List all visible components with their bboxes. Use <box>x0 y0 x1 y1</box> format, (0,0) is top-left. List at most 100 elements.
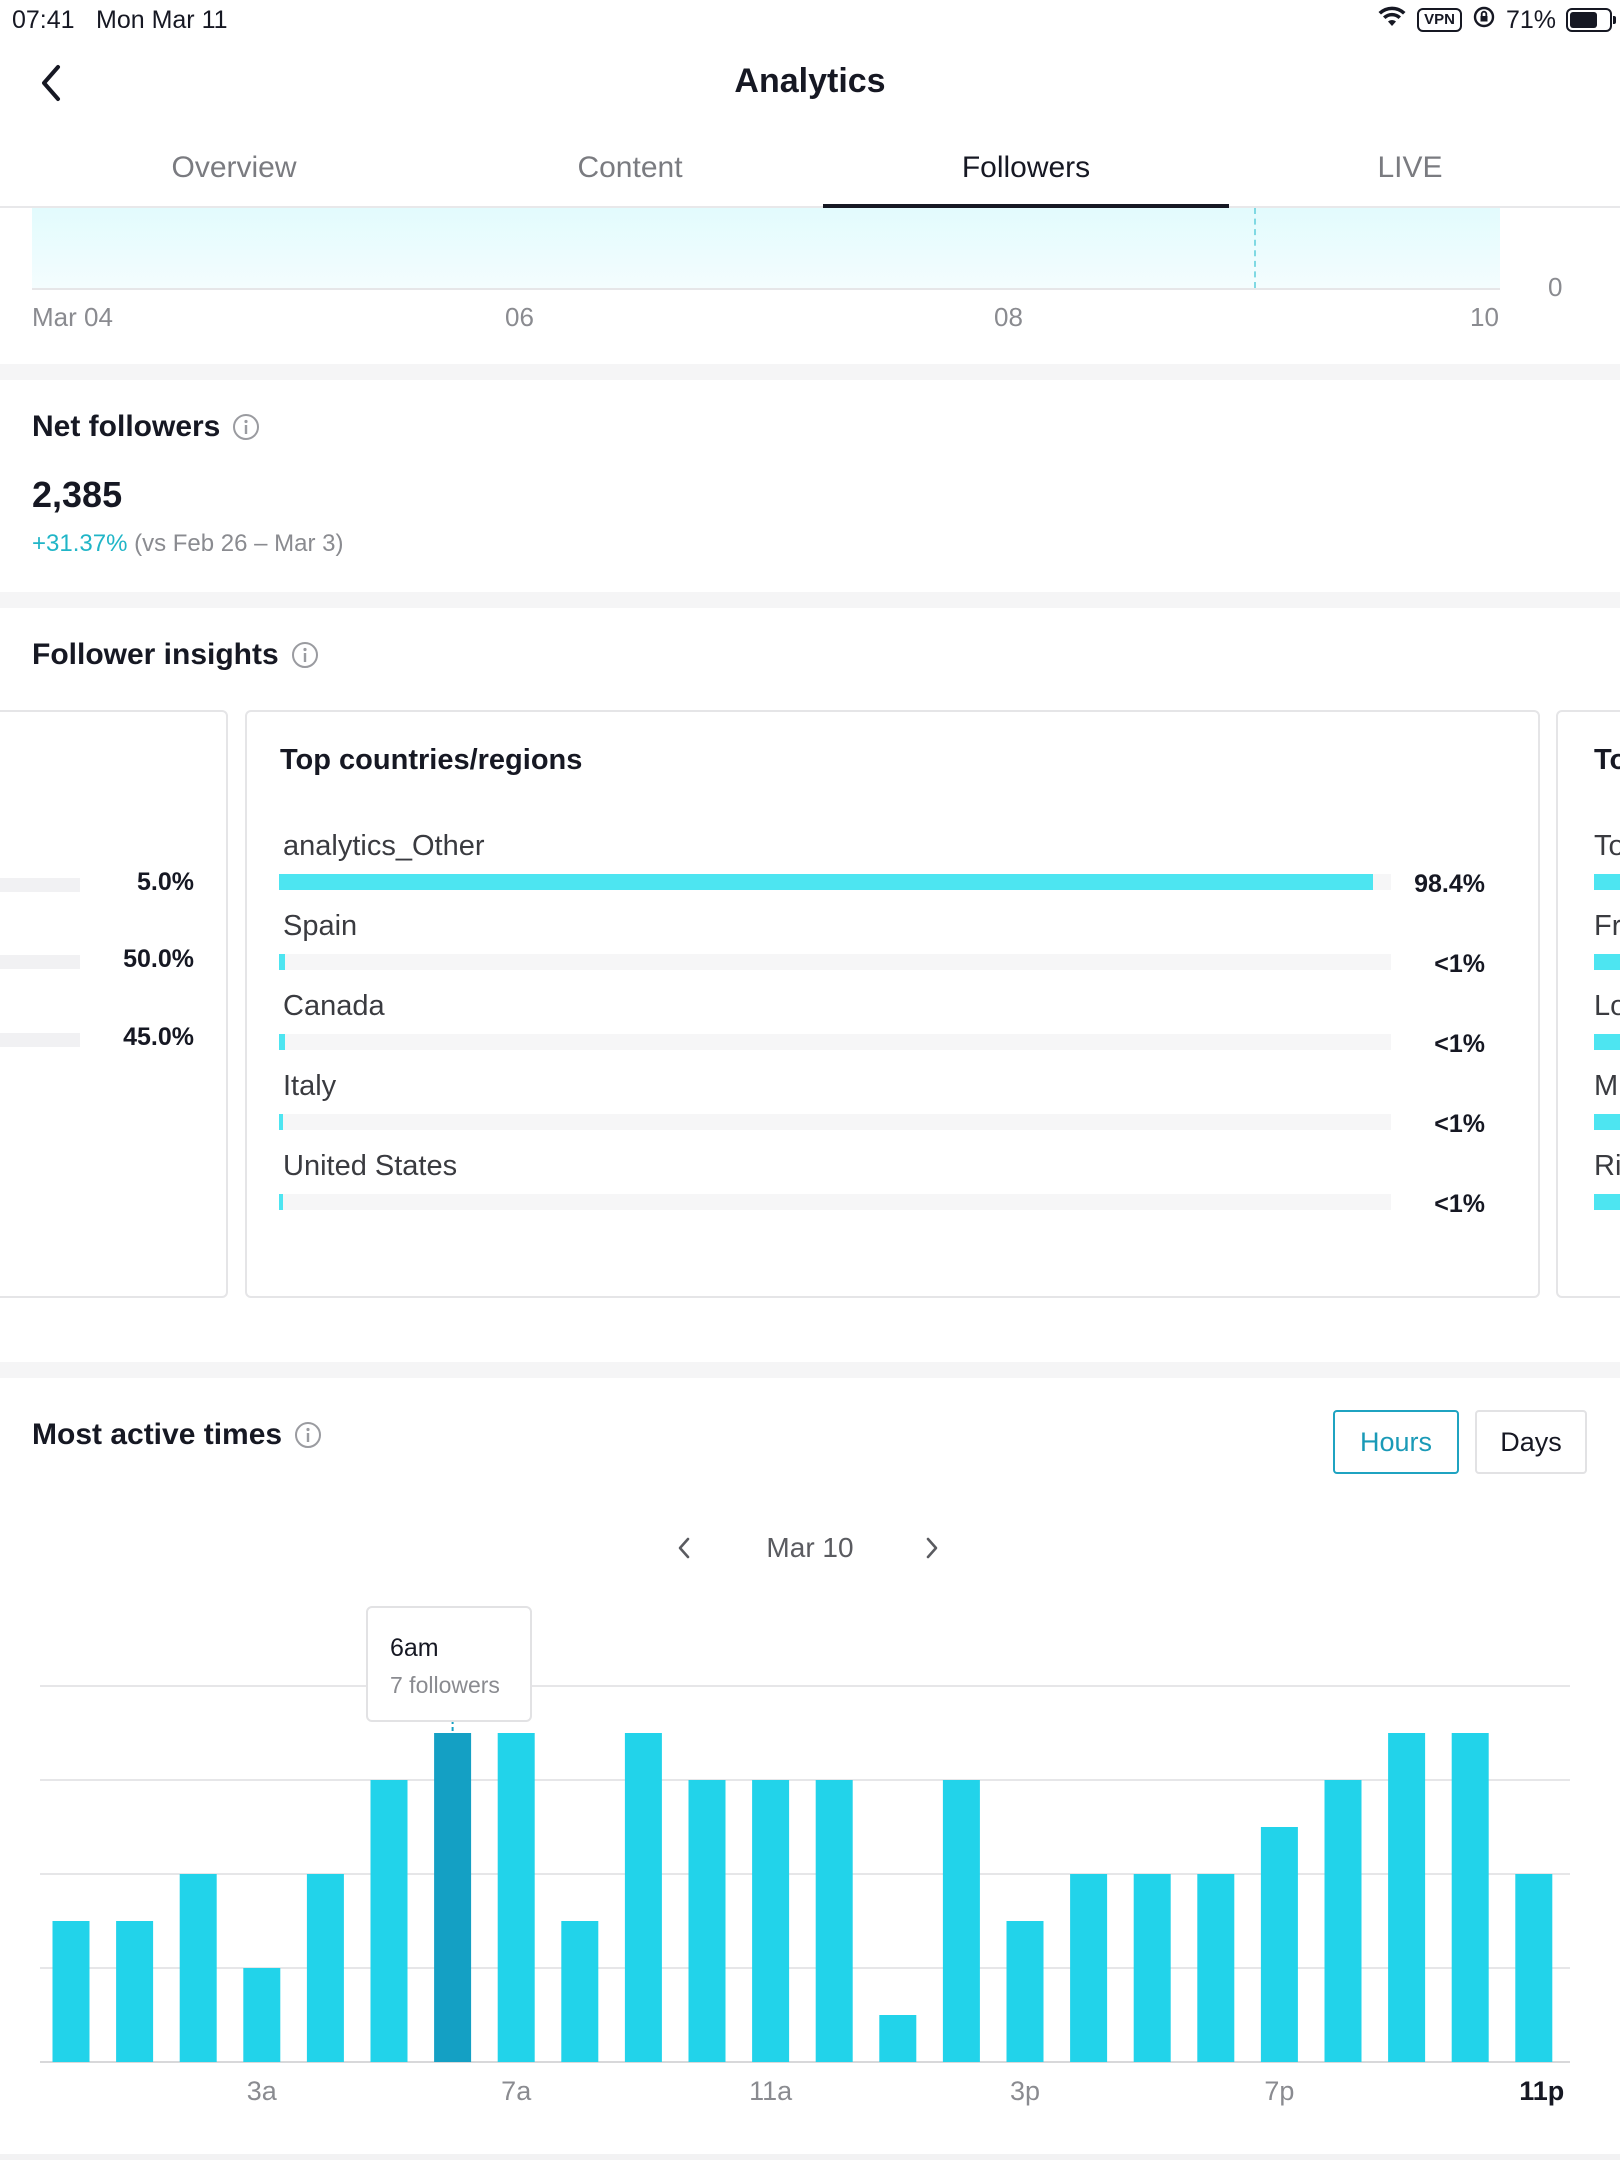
bar-8p[interactable] <box>1324 1780 1362 2062</box>
country-name: Italy <box>283 1070 337 1102</box>
row-bar <box>1594 1194 1620 1210</box>
country-row: United States <1% <box>279 1150 1509 1230</box>
section-divider <box>0 364 1620 380</box>
list-item: To <box>1594 830 1620 910</box>
chevron-left-icon <box>676 1536 692 1565</box>
list-item: Ri <box>1594 1150 1620 1230</box>
change-percent: +31.37% <box>32 530 128 557</box>
bar-2a[interactable] <box>179 1874 217 2062</box>
bar-track <box>0 1033 80 1047</box>
bar-track <box>0 878 80 892</box>
info-icon[interactable] <box>232 413 260 441</box>
bar-7a[interactable] <box>497 1733 535 2062</box>
wifi-icon <box>1377 5 1407 36</box>
back-button[interactable] <box>26 60 76 110</box>
country-share-bar <box>279 1114 283 1130</box>
bar-6p[interactable] <box>1197 1874 1235 2062</box>
list-item: Lo <box>1594 990 1620 1070</box>
bar-7p[interactable] <box>1260 1827 1298 2062</box>
country-share-bar <box>279 1194 283 1210</box>
country-row: Spain <1% <box>279 910 1509 990</box>
country-percent: 98.4% <box>1414 870 1485 898</box>
tooltip-subtitle: 7 followers <box>390 1672 500 1698</box>
bar-4p[interactable] <box>1070 1874 1108 2062</box>
days-toggle-button[interactable]: Days <box>1475 1410 1587 1474</box>
net-followers-value: 2,385 <box>32 474 123 515</box>
country-share-bar <box>279 954 285 970</box>
selected-date: Mar 10 <box>766 1532 854 1563</box>
country-percent: <1% <box>1434 1030 1485 1058</box>
chart-baseline <box>32 288 1500 290</box>
follower-insights-title: Follower insights <box>32 638 279 671</box>
country-row: Italy <1% <box>279 1070 1509 1150</box>
bar-3p[interactable] <box>1006 1921 1044 2062</box>
tab-followers[interactable]: Followers <box>961 151 1091 184</box>
bar-9a[interactable] <box>624 1733 662 2062</box>
list-item: M <box>1594 1070 1620 1150</box>
bar-3a[interactable] <box>243 1968 281 2062</box>
active-tab-indicator <box>823 204 1229 208</box>
row-label: Ri <box>1594 1150 1620 1182</box>
bar-12a[interactable] <box>52 1921 90 2062</box>
bar-track <box>279 954 1391 970</box>
most-active-times-title: Most active times <box>32 1418 283 1451</box>
bar-6a[interactable] <box>434 1733 472 2062</box>
info-icon[interactable] <box>294 1421 322 1449</box>
chart-area-fill <box>32 208 1500 288</box>
net-followers-title: Net followers <box>32 410 221 443</box>
top-countries-card[interactable]: Top countries/regions analytics_Other 98.… <box>245 710 1540 1298</box>
bar-5p[interactable] <box>1133 1874 1171 2062</box>
bar-track <box>279 1194 1391 1210</box>
country-name: analytics_Other <box>283 830 485 862</box>
bar-2p[interactable] <box>942 1780 980 2062</box>
chart-tooltip: 6am 7 followers <box>366 1606 532 1722</box>
next-day-button[interactable] <box>914 1532 950 1568</box>
x-tick-label: 7p <box>1264 2076 1294 2106</box>
card-title: To <box>1594 744 1620 776</box>
x-tick-label: 3p <box>1010 2076 1040 2106</box>
battery-percent: 71% <box>1505 5 1556 34</box>
insights-card-partial-left[interactable]: 5.0% 50.0% 45.0% <box>0 710 228 1298</box>
bar-1p[interactable] <box>879 2015 917 2062</box>
previous-day-button[interactable] <box>666 1532 702 1568</box>
most-active-times-heading: Most active times <box>32 1418 322 1452</box>
tab-live[interactable]: LIVE <box>1377 151 1443 184</box>
x-tick-label: 11p <box>1519 2076 1564 2106</box>
bar-8a[interactable] <box>561 1921 599 2062</box>
hours-toggle-button[interactable]: Hours <box>1333 1410 1459 1474</box>
tab-overview[interactable]: Overview <box>171 151 297 184</box>
bar-4a[interactable] <box>306 1874 344 2062</box>
header: Analytics <box>0 42 1620 128</box>
country-percent: <1% <box>1434 950 1485 978</box>
bar-9p[interactable] <box>1388 1733 1426 2062</box>
row-bar <box>1594 1034 1620 1050</box>
x-tick-label: 10 <box>1470 302 1499 332</box>
bar-10p[interactable] <box>1451 1733 1489 2062</box>
bar-5a[interactable] <box>370 1780 408 2062</box>
followers-trend-chart: Mar 04 06 08 10 0 <box>0 208 1620 364</box>
tab-content[interactable]: Content <box>577 151 683 184</box>
list-item: Fr <box>1594 910 1620 990</box>
date-navigator: Mar 10 <box>660 1520 960 1580</box>
bar-track <box>279 1114 1391 1130</box>
country-percent: <1% <box>1434 1110 1485 1138</box>
row-percent: 5.0% <box>137 868 194 896</box>
bar-10a[interactable] <box>688 1780 726 2062</box>
tab-bar: Overview Content Followers LIVE <box>0 128 1620 208</box>
bar-11p[interactable] <box>1515 1874 1553 2062</box>
country-row: Canada <1% <box>279 990 1509 1070</box>
row-label: Fr <box>1594 910 1620 942</box>
row-bar <box>1594 874 1620 890</box>
row-label: To <box>1594 830 1620 862</box>
row-percent: 50.0% <box>123 945 194 973</box>
bar-12p[interactable] <box>815 1780 853 2062</box>
info-icon[interactable] <box>291 641 319 669</box>
bar-track <box>0 955 80 969</box>
bar-1a[interactable] <box>116 1921 154 2062</box>
country-share-bar <box>279 1034 285 1050</box>
bar-11a[interactable] <box>752 1780 790 2062</box>
insights-card-partial-right[interactable]: To To Fr Lo M Ri <box>1556 710 1620 1298</box>
country-percent: <1% <box>1434 1190 1485 1218</box>
x-tick-label: 7a <box>501 2076 532 2106</box>
tooltip-title: 6am <box>390 1634 439 1662</box>
